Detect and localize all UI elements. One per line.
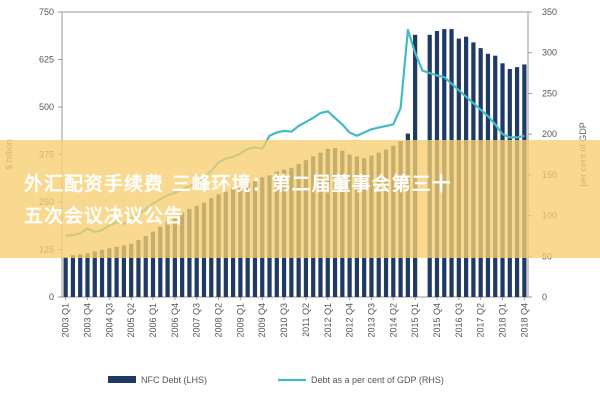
bar-nfc-debt: [70, 255, 76, 297]
bar-nfc-debt: [165, 221, 170, 297]
x-tick-label: 2011 Q2: [301, 303, 311, 337]
y-left-tick-label: 625: [39, 55, 54, 65]
x-tick-label: 2004 Q3: [104, 303, 114, 338]
overlay-banner-text: 外汇配资手续费 三峰环境：第二届董事会第三十 五次会议决议公告: [24, 168, 600, 232]
y-right-tick-label: 200: [542, 129, 557, 139]
legend-label-nfc-debt: NFC Debt (LHS): [141, 375, 207, 385]
bar-nfc-debt: [85, 253, 90, 297]
x-tick-label: 2009 Q4: [257, 303, 267, 338]
x-tick-label: 2015 Q4: [432, 303, 442, 338]
bar-nfc-debt: [158, 226, 163, 297]
x-tick-label: 2012 Q4: [345, 303, 355, 338]
bar-nfc-debt: [129, 243, 134, 297]
y-right-tick-label: 350: [542, 7, 557, 17]
x-tick-label: 2018 Q4: [519, 303, 529, 338]
banner-line-1: 外汇配资手续费 三峰环境：第二届董事会第三十: [24, 173, 452, 195]
x-tick-label: 2006 Q1: [148, 303, 158, 338]
bar-nfc-debt: [107, 248, 112, 297]
x-tick-label: 2009 Q1: [235, 303, 245, 338]
banner-line-2: 五次会议决议公告: [24, 205, 185, 227]
y-right-tick-label: 0: [542, 292, 547, 302]
bar-nfc-debt: [114, 246, 119, 297]
chart-legend: NFC Debt (LHS) Debt as a per cent of GDP …: [108, 375, 444, 385]
bar-nfc-debt: [63, 257, 68, 297]
x-tick-label: 2007 Q3: [192, 303, 202, 338]
bar-nfc-debt: [78, 254, 83, 297]
bar-nfc-debt: [136, 240, 141, 297]
x-tick-label: 2003 Q4: [82, 303, 92, 338]
bar-nfc-debt: [150, 231, 156, 297]
overlay-banner: [0, 140, 600, 258]
x-tick-label: 2010 Q3: [279, 303, 289, 338]
x-tick-label: 2008 Q2: [214, 303, 224, 338]
x-tick-label: 2012 Q1: [323, 303, 333, 338]
legend-label-debt-gdp: Debt as a per cent of GDP (RHS): [311, 375, 444, 385]
y-left-tick-label: 750: [39, 7, 54, 17]
y-right-tick-label: 250: [542, 88, 557, 98]
bar-nfc-debt: [121, 245, 127, 297]
x-tick-label: 2003 Q1: [61, 303, 71, 338]
x-tick-label: 2015 Q1: [410, 303, 420, 338]
x-tick-label: 2005 Q2: [126, 303, 136, 338]
x-tick-label: 2018 Q1: [498, 303, 508, 338]
tick-labels: 2003 Q1 2003 Q4 2004 Q3 2005 Q2 2006 Q1 2006 …: [61, 297, 529, 338]
bar-nfc-debt: [92, 251, 97, 297]
bar-nfc-debt: [99, 249, 105, 297]
x-tick-label: 2016 Q3: [454, 303, 464, 338]
legend-swatch-bar: [108, 376, 136, 383]
x-tick-label: 2006 Q4: [170, 303, 180, 338]
y-right-tick-label: 300: [542, 48, 557, 58]
x-tick-label: 2017 Q2: [476, 303, 486, 338]
y-left-tick-label: 500: [39, 102, 54, 112]
x-tick-label: 2014 Q2: [388, 303, 398, 338]
bar-nfc-debt: [143, 236, 148, 297]
y-left-tick-label: 0: [49, 292, 54, 302]
x-tick-label: 2013 Q3: [366, 303, 376, 338]
